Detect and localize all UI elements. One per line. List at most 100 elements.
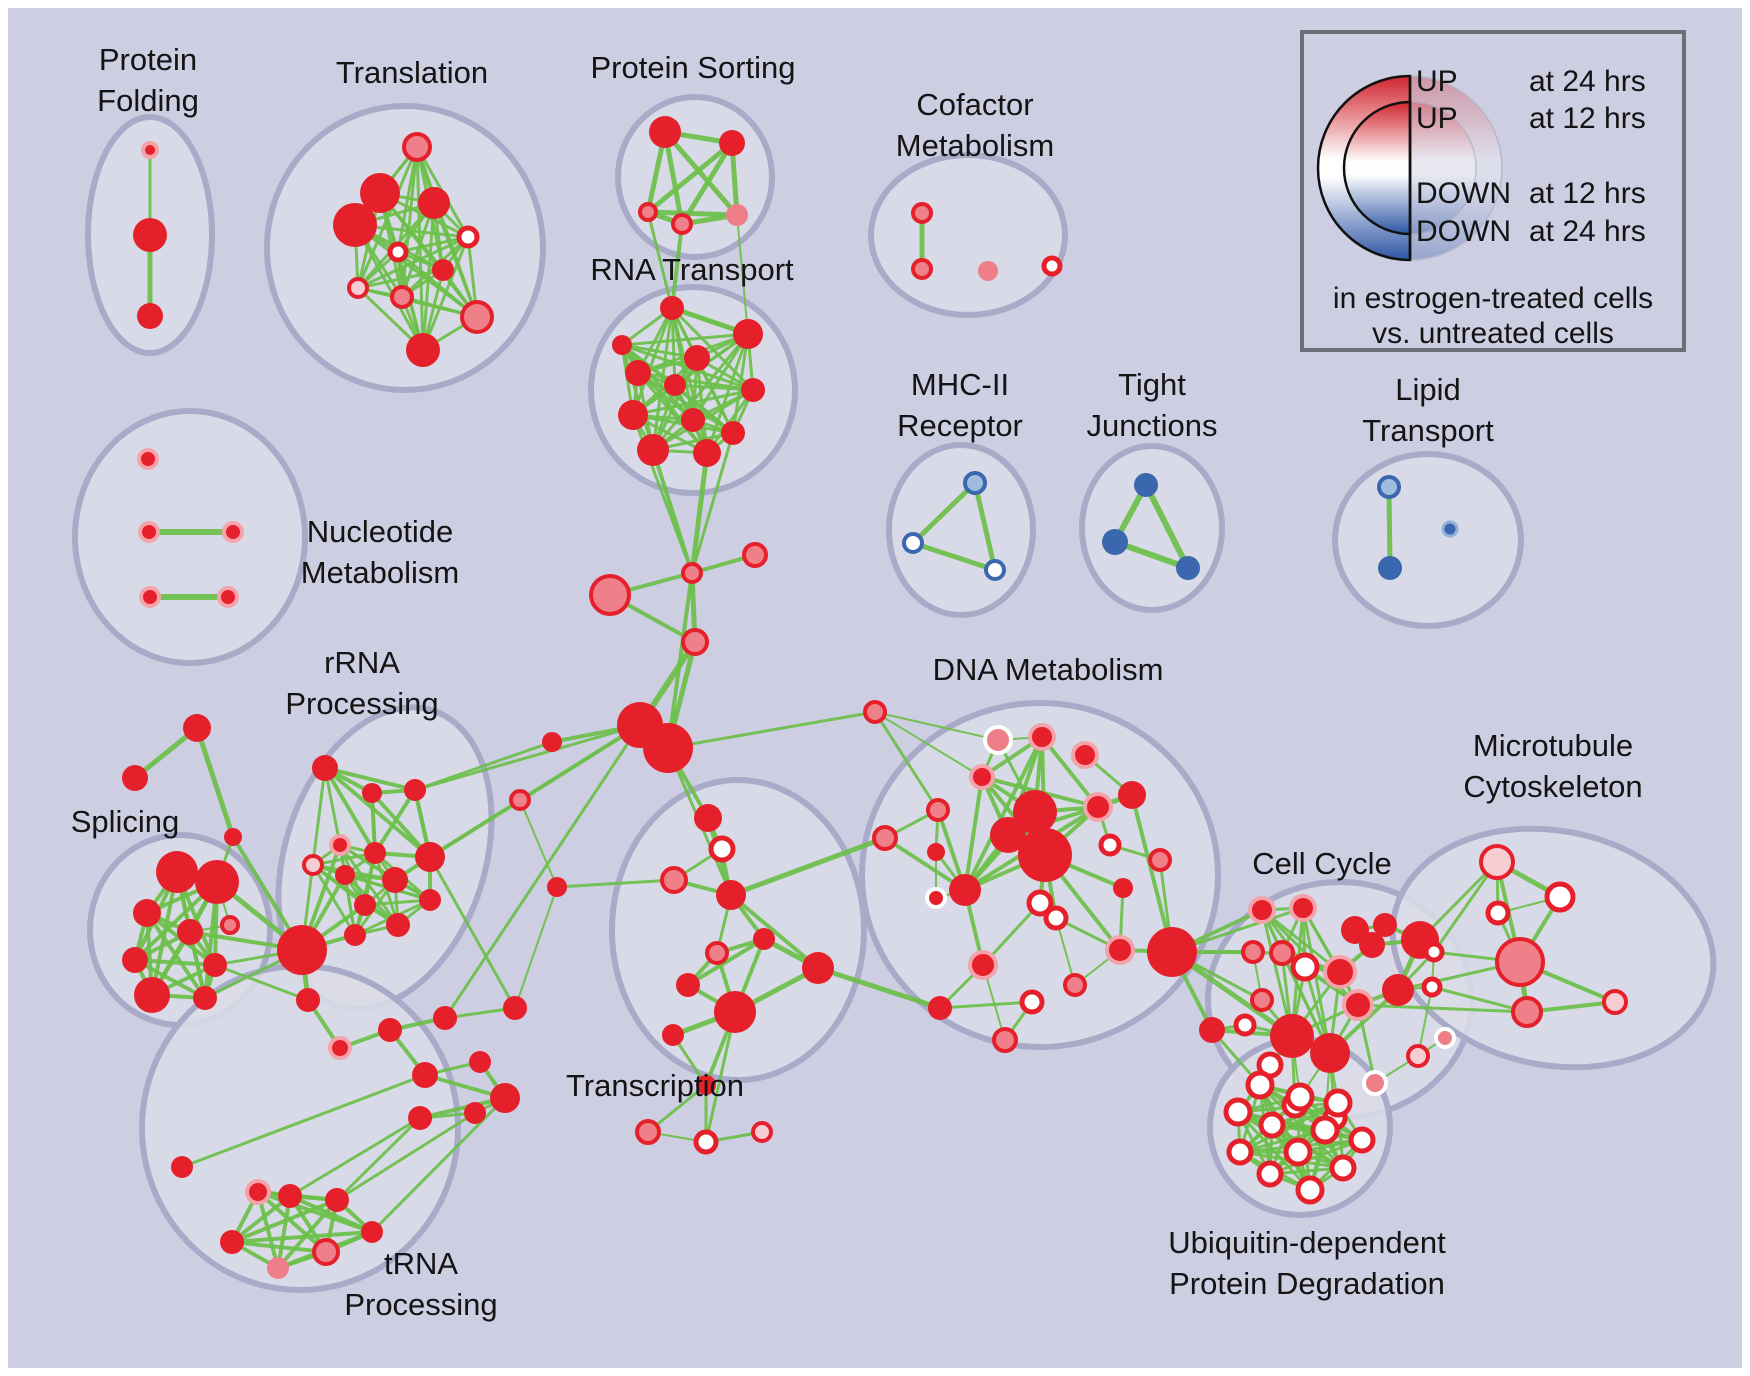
gene-node-d13 <box>949 874 981 906</box>
gene-node-d18 <box>1105 935 1135 965</box>
edge-h1-e3 <box>413 723 642 792</box>
gene-node-u5 <box>1258 1111 1286 1139</box>
cluster-label-transcription: Transcription <box>566 1068 744 1103</box>
edge-r4-r5 <box>673 383 755 392</box>
gene-node-q7 <box>412 1062 438 1088</box>
edge-x1-tx3 <box>555 878 676 889</box>
gene-node-c4 <box>1241 940 1265 964</box>
edge-g6-g7 <box>1430 985 1529 1014</box>
nodes-layer <box>122 116 1628 1279</box>
legend-up24-label: UP <box>1416 65 1458 98</box>
legend-down12-label: DOWN <box>1416 177 1511 210</box>
gene-node-n2 <box>138 521 160 543</box>
cluster-ellipse-mhc-ii-receptor <box>886 442 1036 618</box>
cluster-label-translation: Translation <box>336 55 488 90</box>
gene-node-im2 <box>509 789 531 811</box>
edge-v2-v6 <box>276 1194 292 1270</box>
gene-node-c8 <box>1359 932 1385 958</box>
cluster-label-protein-folding: Protein Folding <box>97 42 199 118</box>
edge-x1-im2 <box>519 799 558 888</box>
legend-inner-right-half <box>1409 101 1477 235</box>
gene-node-tx2 <box>708 835 736 863</box>
gene-node-k3 <box>589 574 631 616</box>
gene-node-tx4 <box>716 880 746 910</box>
edge-j1-j3 <box>1143 482 1191 571</box>
gene-node-d11 <box>927 843 945 861</box>
cluster-labels-layer: Protein Folding Translation Protein Sorting… <box>71 42 1643 1322</box>
gene-node-f2 <box>133 218 167 252</box>
gene-node-d17 <box>1113 878 1133 898</box>
gene-node-f3 <box>137 303 163 329</box>
edge-l1-l2 <box>1386 484 1393 571</box>
edge-k1-h2 <box>666 571 694 750</box>
gene-node-c21 <box>1434 1027 1456 1049</box>
gene-node-d8b <box>1018 828 1072 882</box>
edge-e5-e13 <box>311 863 357 937</box>
edge-v4-v5 <box>230 1240 328 1254</box>
edge-tx5-tx7 <box>686 937 766 987</box>
legend-down24-label: DOWN <box>1416 215 1511 248</box>
edge-a1-a2 <box>910 480 978 546</box>
gene-node-d9 <box>1098 833 1122 857</box>
legend-footer-line2: vs. untreated cells <box>1372 317 1614 350</box>
edge-a2-a3 <box>910 540 998 573</box>
edge-v1-v6 <box>256 1190 280 1270</box>
edge-p1-p5 <box>662 129 740 218</box>
gene-node-d21 <box>872 825 898 851</box>
gene-node-v3 <box>325 1188 349 1212</box>
gene-node-u9 <box>1283 1137 1313 1167</box>
gene-node-d23 <box>1019 989 1045 1015</box>
gene-node-u3 <box>1323 1088 1353 1118</box>
edge-c2-c12b <box>1301 906 1332 1055</box>
gene-node-d5 <box>926 798 950 822</box>
gene-node-s10 <box>203 953 227 977</box>
edge-r1-r11 <box>620 332 750 347</box>
gene-node-p1 <box>649 116 681 148</box>
legend-footer-line1: in estrogen-treated cells <box>1332 282 1654 315</box>
gene-node-cx0 <box>1199 1017 1225 1043</box>
edge-v2-v4 <box>230 1194 292 1244</box>
gene-node-q11 <box>464 1102 486 1124</box>
edge-v3-v4 <box>230 1198 339 1244</box>
cluster-label-tight-junctions: Tight Junctions <box>1087 367 1218 443</box>
edge-v2-v7 <box>288 1194 374 1234</box>
gene-node-tx7 <box>676 973 700 997</box>
gene-node-k4 <box>681 628 709 656</box>
edge-e3-e7 <box>373 788 417 855</box>
gene-node-l2 <box>1378 556 1402 580</box>
gene-node-tl5 <box>456 225 480 249</box>
gene-node-d3 <box>1071 741 1099 769</box>
gene-node-s4 <box>156 851 198 893</box>
gene-node-d7 <box>1118 781 1146 809</box>
legend-row-down-12: DOWN at 12 hrs <box>1304 175 1682 213</box>
gene-node-g1 <box>1479 844 1515 880</box>
gene-node-s6 <box>133 899 161 927</box>
gene-node-tx5 <box>753 928 775 950</box>
edge-d20-d4 <box>874 711 983 778</box>
gene-node-tx13 <box>693 1129 719 1155</box>
gene-node-c16 <box>1342 989 1374 1021</box>
gene-node-m1 <box>911 202 933 224</box>
cluster-label-ubiquitin-degradation: Ubiquitin-dependent Protein Degradation <box>1168 1225 1446 1301</box>
gene-node-e8 <box>382 867 408 893</box>
gene-node-tl2 <box>333 203 377 247</box>
gene-node-a3 <box>984 559 1006 581</box>
edge-r8-r11 <box>620 343 655 452</box>
legend-down24-time: at 24 hrs <box>1529 215 1646 248</box>
edge-e1-e4 <box>323 766 342 847</box>
edge-r0-r6 <box>631 306 674 417</box>
gene-node-d12 <box>1026 889 1054 917</box>
edge-g1-g5 <box>1432 860 1499 954</box>
gene-node-tx11 <box>696 1075 716 1095</box>
gene-node-d8a <box>1013 790 1057 834</box>
gene-node-tl6 <box>387 241 409 263</box>
gene-node-d22 <box>928 996 952 1020</box>
gene-node-k1 <box>681 562 703 584</box>
gene-node-p3 <box>638 202 658 222</box>
cluster-label-cell-cycle: Cell Cycle <box>1252 846 1392 881</box>
gene-node-u1 <box>1245 1070 1275 1100</box>
gene-node-e1 <box>312 755 338 781</box>
gene-node-c9 <box>1250 988 1274 1012</box>
edge-p3-p5 <box>645 209 740 218</box>
cluster-ellipse-protein-sorting <box>615 94 775 260</box>
